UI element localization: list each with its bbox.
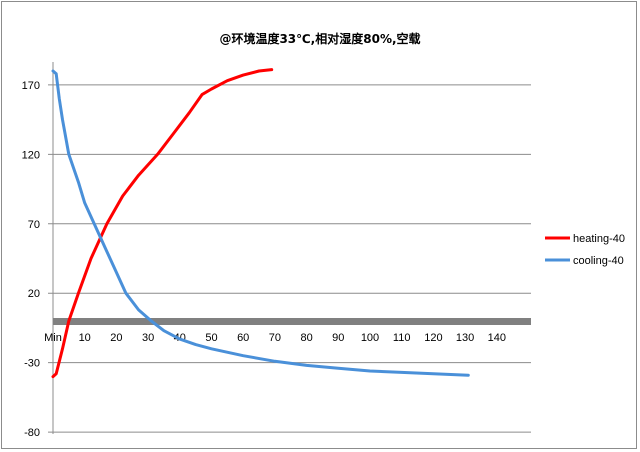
zero-axis-band — [53, 318, 531, 325]
x-tick-label: 80 — [300, 332, 312, 344]
y-axis-ticks: 170 120 70 20 -30 -80 — [22, 80, 40, 439]
x-tick-label: 10 — [79, 332, 91, 344]
x-tick-label: 50 — [205, 332, 217, 344]
x-tick-label: 30 — [142, 332, 154, 344]
y-tick-label: -80 — [24, 427, 40, 439]
y-tick-label: 70 — [28, 219, 40, 231]
x-tick-label: 70 — [269, 332, 281, 344]
heating-40-line — [51, 68, 274, 379]
x-tick-label: 120 — [424, 332, 442, 344]
x-tick-label: 20 — [110, 332, 122, 344]
y-tick-label: 170 — [22, 80, 40, 92]
x-tick-label: 110 — [393, 332, 411, 344]
x-tick-label: 130 — [456, 332, 474, 344]
chart-title: @环境温度33℃,相对湿度80%,空载 — [219, 32, 421, 46]
legend-label: heating-40 — [573, 233, 625, 245]
cooling-40-line — [51, 69, 470, 377]
y-tick-label: 120 — [22, 149, 40, 161]
gridlines — [48, 84, 531, 433]
x-axis-ticks: Min 10 20 30 40 50 60 70 80 90 100 110 120 130 140 — [44, 332, 506, 344]
series-lines — [51, 68, 470, 379]
y-tick-label: 20 — [28, 288, 40, 300]
legend: heating-40 cooling-40 — [545, 233, 625, 267]
legend-label: cooling-40 — [573, 255, 624, 267]
x-tick-label: 90 — [332, 332, 344, 344]
x-tick-label: 140 — [488, 332, 506, 344]
x-tick-label: 60 — [237, 332, 249, 344]
x-tick-label: 100 — [361, 332, 379, 344]
y-tick-label: -30 — [24, 358, 40, 370]
